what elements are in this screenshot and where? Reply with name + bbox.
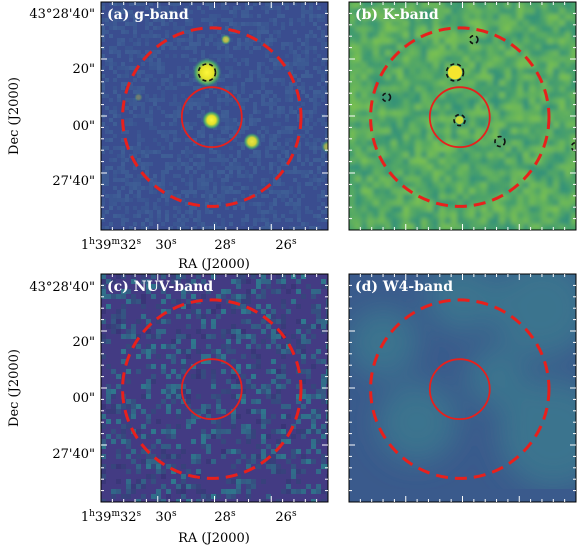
star-center (201, 110, 222, 131)
panel-w4-band: (d) W4-band (348, 273, 577, 503)
apertures-g-band (121, 26, 303, 208)
outer-aperture (369, 26, 551, 208)
inner-aperture (428, 358, 491, 421)
noise-g-band (101, 2, 328, 230)
ra-axis-title: RA (J2000) (178, 257, 250, 272)
panel-label-g: (a) g-band (107, 7, 189, 23)
ra-tick-label-first: 1h39m32s (81, 509, 142, 525)
ra-tick-label: 28s (214, 237, 236, 253)
apertures-w4-band (369, 298, 551, 480)
panel-nuv-band: (c) NUV-band (100, 273, 329, 503)
noise-k-band (349, 2, 576, 230)
ra-tick-label: 26s (275, 237, 297, 253)
dec-tick-label: 43°28'40" (29, 280, 95, 295)
ra-ticks-top: 1h39m32s 30s 28s 26s (81, 237, 297, 253)
mask-left (381, 92, 392, 103)
outer-aperture (121, 26, 303, 208)
outer-aperture (369, 298, 551, 480)
panel-g-band: (a) g-band (100, 1, 329, 231)
dec-axis-title: Dec (J2000) (7, 349, 22, 427)
stars-g-band (133, 34, 328, 154)
mask-bright (445, 63, 465, 82)
star-right (242, 132, 261, 151)
star-masked-bright (191, 57, 223, 88)
mask-center (453, 113, 466, 127)
mask-right (494, 135, 506, 148)
stars-k-band (381, 34, 576, 152)
dec-tick-label: 27'40" (52, 447, 95, 462)
dec-axis-title: Dec (J2000) (7, 77, 22, 155)
panel-label-k: (b) K-band (355, 7, 439, 23)
ra-ticks-bottom: 1h39m32s 30s 28s 26s (81, 509, 297, 525)
ra-tick-label: 28s (214, 509, 236, 525)
inner-aperture (180, 86, 243, 149)
star-left-small (133, 92, 143, 102)
apertures-nuv-band (121, 298, 303, 480)
dec-ticks-top: 43°28'40" 20" 00" 27'40" (29, 7, 95, 189)
panel-label-nuv: (c) NUV-band (107, 279, 213, 295)
panel-label-w4: (d) W4-band (355, 279, 453, 295)
ra-tick-label-first: 1h39m32s (81, 237, 142, 253)
dec-tick-label: 20" (72, 335, 95, 350)
dec-tick-label: 43°28'40" (29, 7, 95, 22)
dec-tick-label: 00" (72, 119, 95, 134)
tick-marks (101, 2, 576, 502)
ra-tick-label: 30s (155, 509, 177, 525)
inner-aperture (428, 86, 491, 149)
dec-ticks-bottom: 43°28'40" 20" 00" 27'40" (29, 280, 95, 462)
ra-tick-label: 26s (275, 509, 297, 525)
apertures-k-band (369, 26, 551, 208)
inner-aperture (180, 358, 243, 421)
ra-axis-title: RA (J2000) (178, 531, 250, 546)
dec-tick-label: 27'40" (52, 174, 95, 189)
outer-aperture (121, 298, 303, 480)
dec-tick-label: 20" (72, 62, 95, 77)
ra-tick-label: 30s (155, 237, 177, 253)
mask-upper (469, 34, 479, 45)
panel-k-band: (b) K-band (348, 1, 577, 231)
dec-tick-label: 00" (72, 391, 95, 406)
star-upper (220, 34, 232, 46)
